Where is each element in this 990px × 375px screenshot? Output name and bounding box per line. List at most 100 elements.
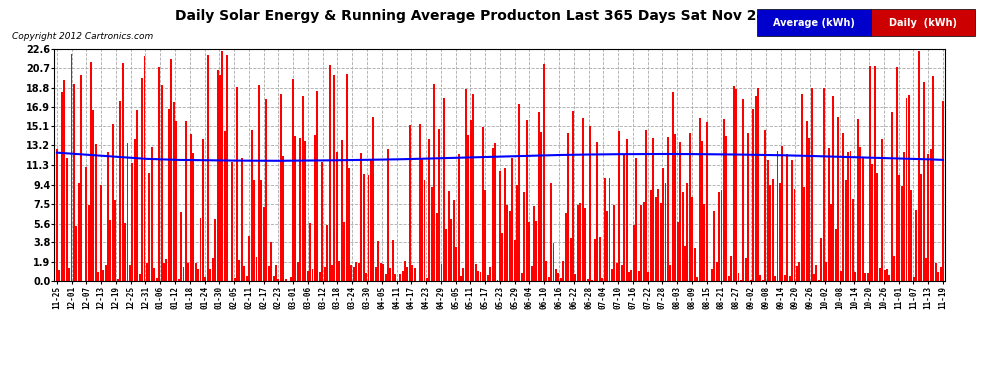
Bar <box>241 158 243 281</box>
Bar <box>740 280 742 281</box>
Bar <box>207 56 209 281</box>
Bar <box>764 130 766 281</box>
Bar <box>127 142 129 281</box>
Bar <box>636 158 638 281</box>
Bar <box>816 265 818 281</box>
Bar <box>674 134 676 281</box>
Bar <box>842 133 844 281</box>
Bar <box>940 267 941 281</box>
Bar <box>569 238 571 281</box>
Bar <box>234 278 236 281</box>
Bar <box>192 153 194 281</box>
Bar <box>155 278 157 281</box>
Bar <box>691 197 693 281</box>
Bar <box>246 276 248 281</box>
Bar <box>830 204 832 281</box>
Bar <box>499 171 501 281</box>
Bar <box>392 240 394 281</box>
Bar <box>654 197 656 281</box>
Bar <box>85 167 87 281</box>
Bar <box>577 205 579 281</box>
Bar <box>747 133 749 281</box>
Bar <box>587 279 589 281</box>
Bar <box>606 211 608 281</box>
Bar <box>404 261 406 281</box>
Bar <box>411 265 413 281</box>
Bar <box>767 160 768 281</box>
Bar <box>384 274 386 281</box>
Bar <box>455 247 457 281</box>
Bar <box>818 279 820 281</box>
Bar <box>516 185 518 281</box>
Bar <box>489 267 491 281</box>
Bar <box>562 261 564 281</box>
Bar <box>472 94 474 281</box>
Bar <box>280 94 282 281</box>
Bar <box>187 262 189 281</box>
Bar <box>248 236 250 281</box>
Bar <box>611 269 613 281</box>
Bar <box>92 110 94 281</box>
Bar <box>102 270 104 281</box>
Bar <box>547 278 549 281</box>
Bar <box>168 109 170 281</box>
Bar <box>599 237 601 281</box>
Bar <box>506 205 508 281</box>
Bar <box>244 266 246 281</box>
Bar <box>916 210 917 281</box>
Bar <box>163 263 165 281</box>
Bar <box>302 96 304 281</box>
Bar <box>222 51 224 281</box>
Bar <box>911 190 913 281</box>
Bar <box>153 268 155 281</box>
Bar <box>465 88 467 281</box>
Bar <box>679 142 681 281</box>
Bar <box>309 224 311 281</box>
Bar <box>148 173 150 281</box>
Bar <box>643 202 644 281</box>
Bar <box>285 279 287 281</box>
Bar <box>538 112 540 281</box>
Bar <box>350 265 352 281</box>
Bar <box>533 206 535 281</box>
Bar <box>866 273 868 281</box>
Bar <box>265 99 267 281</box>
Bar <box>579 203 581 281</box>
Bar <box>849 151 851 281</box>
Bar <box>119 101 121 281</box>
Bar <box>467 135 469 281</box>
Bar <box>501 233 503 281</box>
Bar <box>441 264 443 281</box>
Bar <box>146 262 148 281</box>
Bar <box>628 272 630 281</box>
Bar <box>487 274 489 281</box>
Bar <box>129 265 131 281</box>
Bar <box>769 184 771 281</box>
Bar <box>117 279 119 281</box>
Bar <box>357 263 359 281</box>
Bar <box>861 158 863 281</box>
Bar <box>304 141 306 281</box>
Bar <box>869 66 871 281</box>
Bar <box>689 133 691 281</box>
Bar <box>307 271 309 281</box>
Bar <box>139 274 141 281</box>
Bar <box>275 266 277 281</box>
Bar <box>721 190 723 281</box>
Bar <box>277 279 279 281</box>
Bar <box>723 119 725 281</box>
Bar <box>633 225 635 281</box>
Text: Copyright 2012 Cartronics.com: Copyright 2012 Cartronics.com <box>12 32 153 41</box>
Bar <box>626 139 628 281</box>
Bar <box>346 75 347 281</box>
Bar <box>460 276 462 281</box>
Bar <box>749 280 751 281</box>
Bar <box>419 124 421 281</box>
Bar <box>65 158 67 281</box>
Bar <box>864 273 866 281</box>
Bar <box>239 260 241 281</box>
Bar <box>694 248 696 281</box>
Bar <box>367 175 369 281</box>
Bar <box>292 80 294 281</box>
Bar <box>380 262 381 281</box>
